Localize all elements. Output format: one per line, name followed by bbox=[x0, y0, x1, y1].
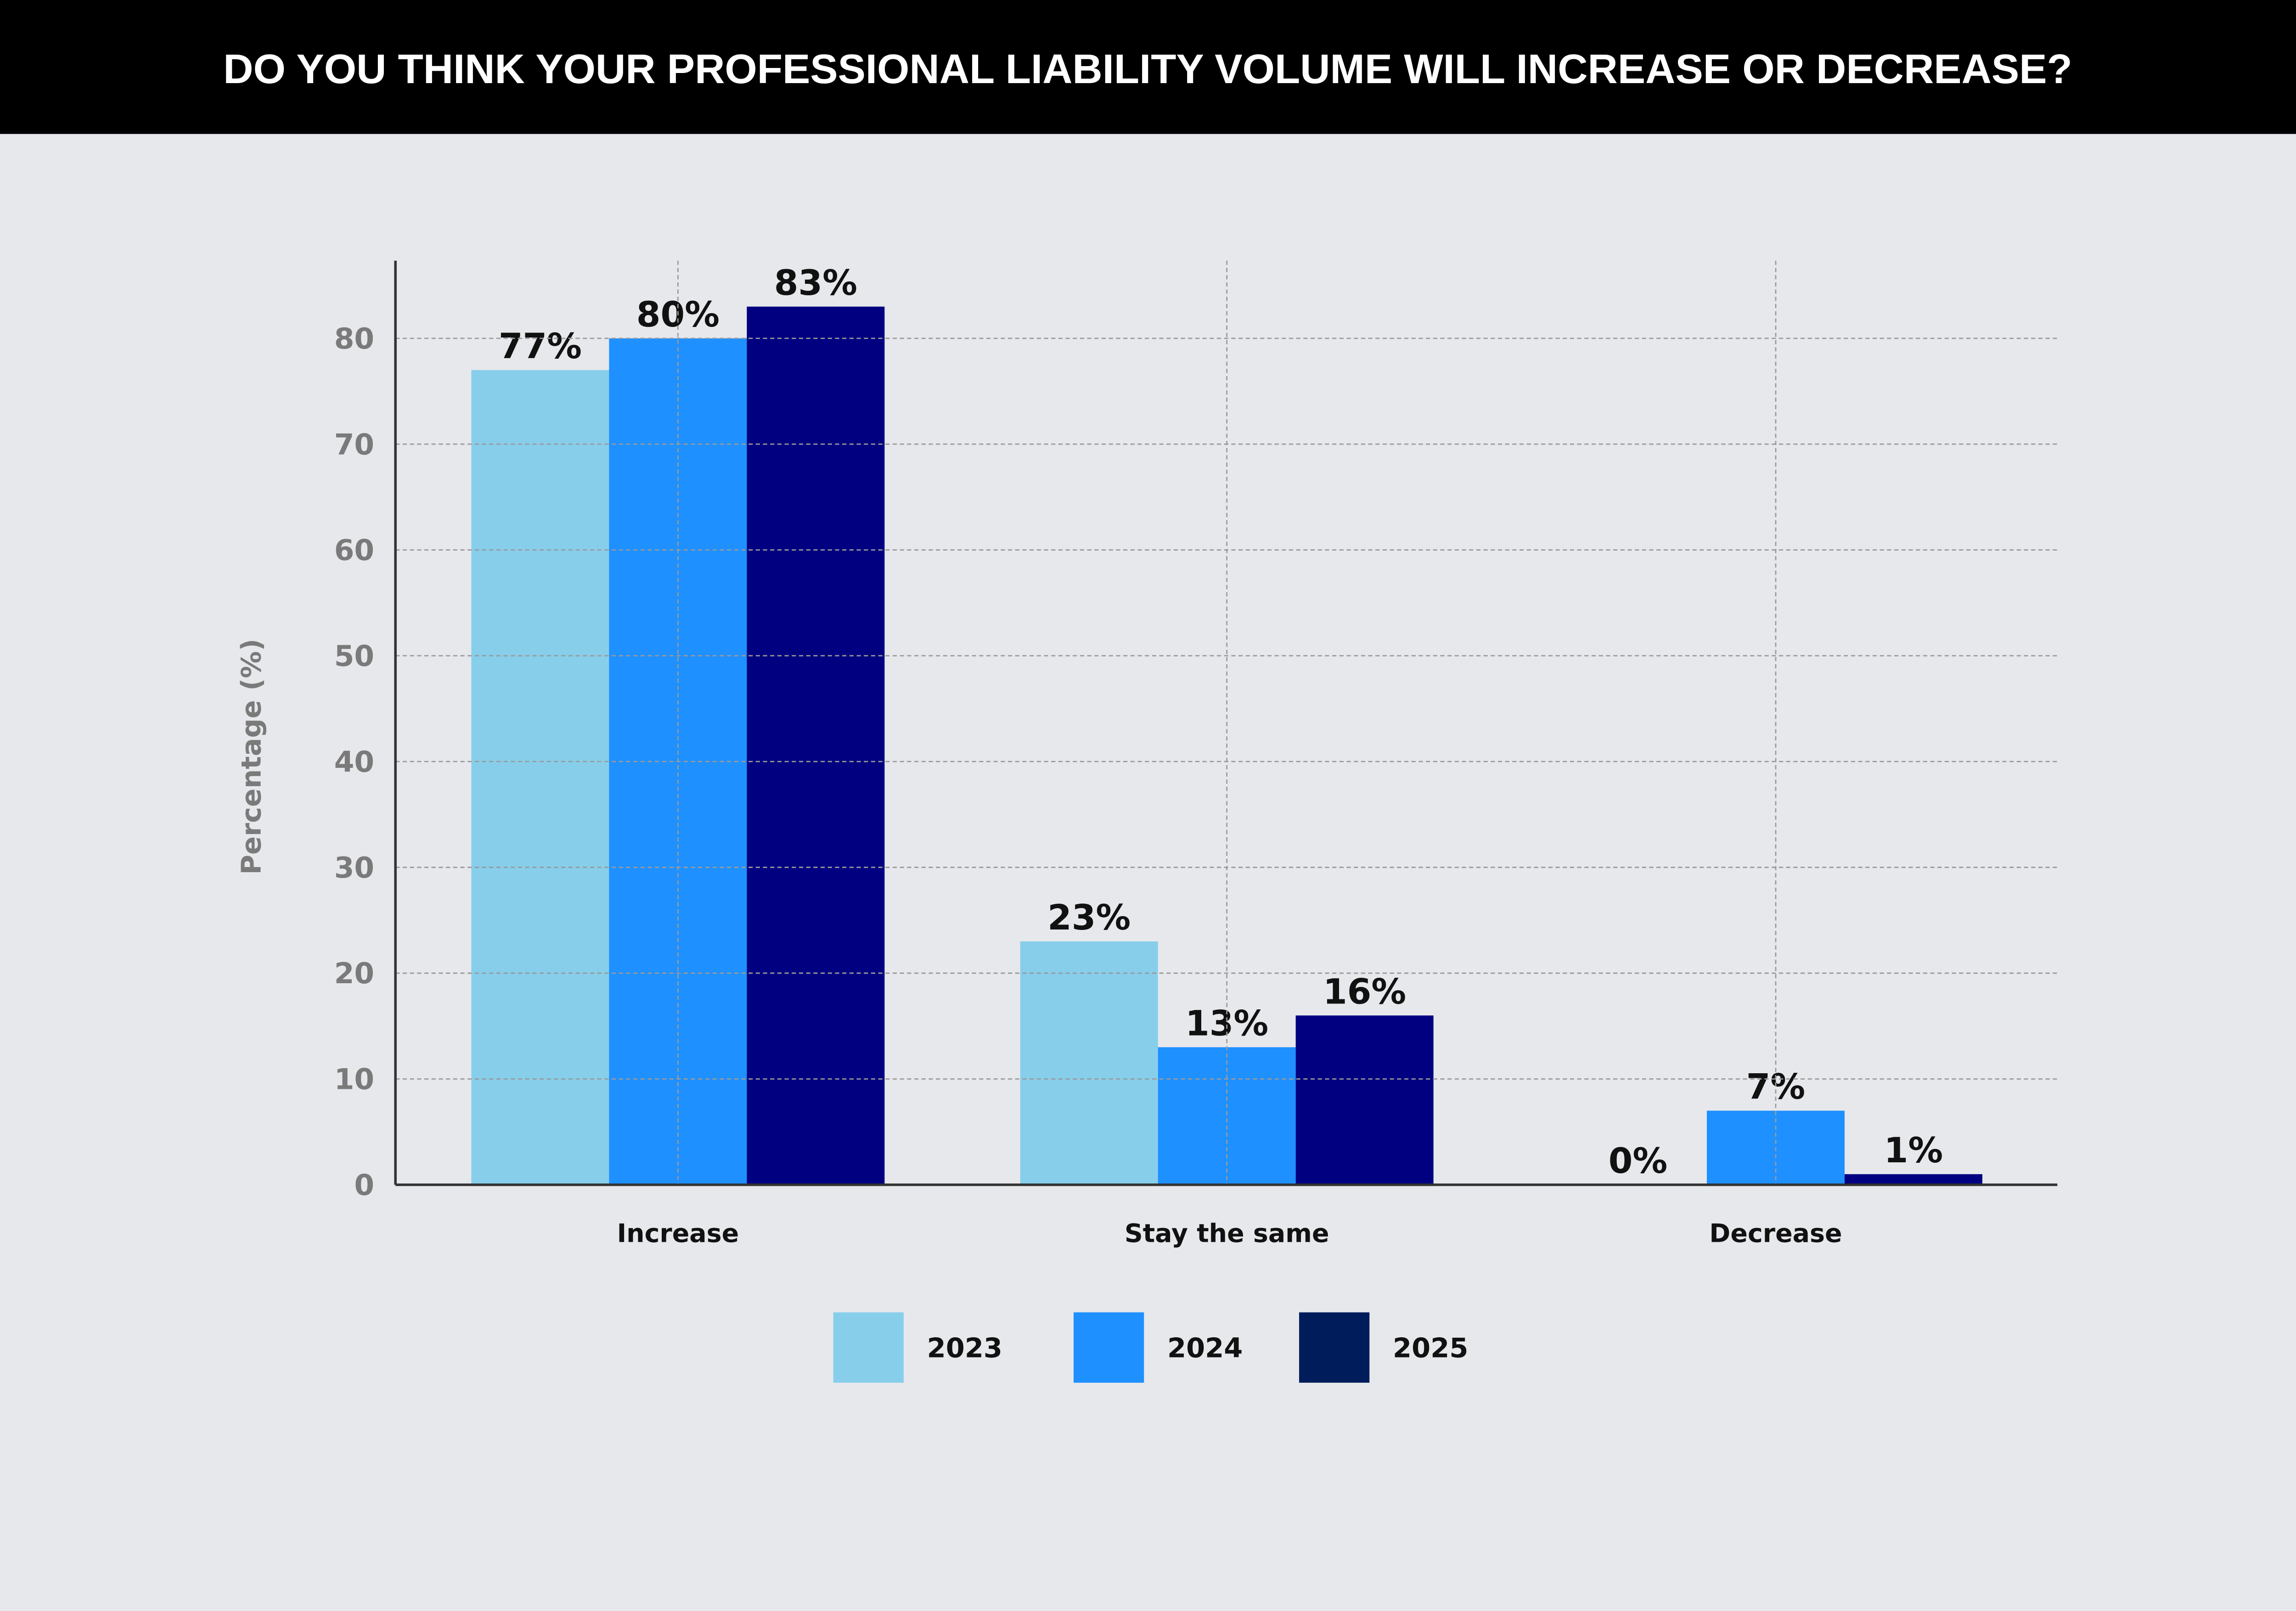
bar-chart: DO YOU THINK YOUR PROFESSIONAL LIABILITY… bbox=[0, 0, 2296, 1487]
chart-background bbox=[0, 0, 2296, 1487]
y-tick-label: 50 bbox=[334, 639, 374, 673]
y-tick-label: 0 bbox=[354, 1168, 374, 1202]
y-tick-label: 10 bbox=[334, 1063, 374, 1096]
legend-swatch-2025 bbox=[1299, 1312, 1370, 1383]
legend-label-2024: 2024 bbox=[1167, 1332, 1243, 1364]
data-label: 1% bbox=[1884, 1130, 1943, 1171]
y-axis-label: Percentage (%) bbox=[236, 639, 267, 875]
y-tick-label: 80 bbox=[334, 322, 374, 355]
y-tick-label: 60 bbox=[334, 534, 374, 567]
title-bar bbox=[0, 0, 2296, 134]
bar-2025-increase bbox=[747, 306, 885, 1185]
gridlines bbox=[395, 260, 2058, 1185]
legend-label-2023: 2023 bbox=[927, 1332, 1002, 1364]
bar-2023-stay-the-same bbox=[1020, 941, 1158, 1185]
data-label: 77% bbox=[499, 326, 582, 366]
data-label: 23% bbox=[1047, 897, 1131, 938]
data-label: 16% bbox=[1323, 971, 1406, 1012]
y-tick-label: 20 bbox=[334, 957, 374, 990]
x-category-label: Increase bbox=[617, 1219, 739, 1248]
data-label: 83% bbox=[774, 263, 857, 303]
bar-2025-decrease bbox=[1844, 1174, 1982, 1185]
y-tick-label: 30 bbox=[334, 851, 374, 884]
axes: 0 10 20 30 40 50 60 70 80 Increase Stay the same De… bbox=[334, 260, 2058, 1248]
bar-2023-increase bbox=[471, 370, 609, 1185]
data-label: 7% bbox=[1746, 1067, 1805, 1107]
legend: 2023 2024 2025 bbox=[833, 1312, 1468, 1383]
y-tick-label: 70 bbox=[334, 428, 374, 461]
legend-swatch-2023 bbox=[833, 1312, 904, 1383]
data-label: 0% bbox=[1609, 1141, 1667, 1181]
legend-label-2025: 2025 bbox=[1393, 1332, 1468, 1364]
x-category-label: Stay the same bbox=[1125, 1219, 1329, 1248]
x-category-label: Decrease bbox=[1709, 1219, 1842, 1248]
chart-title: DO YOU THINK YOUR PROFESSIONAL LIABILITY… bbox=[223, 46, 2072, 92]
y-tick-label: 40 bbox=[334, 745, 374, 778]
data-label: 13% bbox=[1185, 1003, 1268, 1043]
bar-2025-stay-the-same bbox=[1295, 1015, 1434, 1185]
legend-swatch-2024 bbox=[1074, 1312, 1144, 1383]
